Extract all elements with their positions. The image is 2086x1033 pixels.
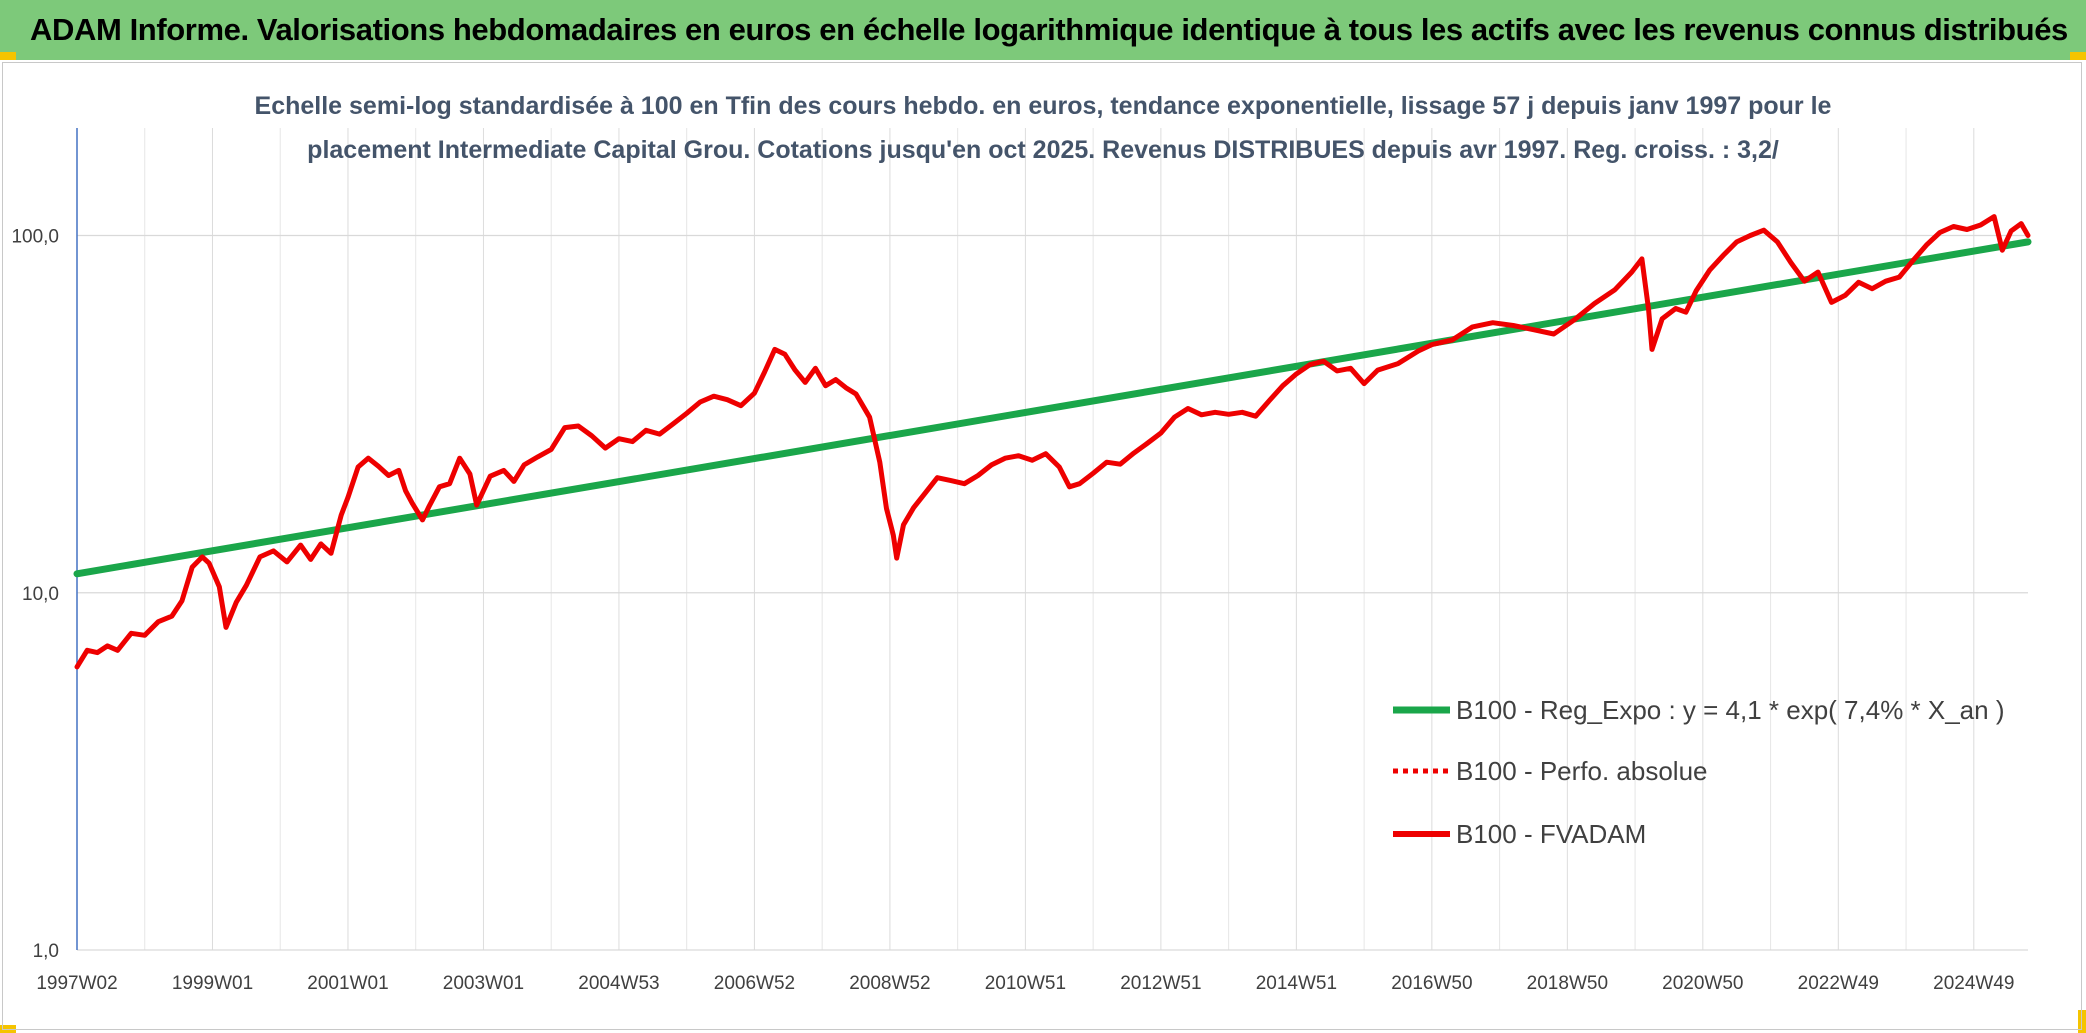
series-line-fvadam [74,214,2031,670]
y-tick-label: 1,0 [33,941,59,962]
legend: B100 - Reg_Expo : y = 4,1 * exp( 7,4% * … [1393,695,2005,849]
series-line-regression [73,238,2032,578]
y-tick-label: 100,0 [11,227,59,248]
chart-subtitle-line-2: placement Intermediate Capital Grou. Cot… [307,136,1779,164]
legend-label-fvadam: B100 - FVADAM [1456,819,1646,849]
x-tick-label: 2012W51 [1120,973,1201,994]
x-tick-label: 2010W51 [985,973,1066,994]
corner-accent-bottom-right [2078,1010,2086,1033]
legend-label-perfo-absolue: B100 - Perfo. absolue [1456,756,1708,786]
x-tick-label: 2001W01 [307,973,388,994]
series-layer [73,214,2032,670]
x-tick-label: 1999W01 [172,973,253,994]
y-axis-ticks: 1,0 10,0 100,0 [11,227,59,962]
gridlines [76,128,2028,951]
legend-label-regression: B100 - Reg_Expo : y = 4,1 * exp( 7,4% * … [1456,695,2005,725]
corner-accent-top-right [2070,52,2086,60]
chart-frame [2,62,2082,1030]
chart-subtitle-line-1: Echelle semi-log standardisée à 100 en T… [255,92,1832,120]
x-tick-label: 2004W53 [578,973,659,994]
y-tick-label: 10,0 [22,584,59,605]
x-tick-label: 2020W50 [1662,973,1743,994]
report-banner: ADAM Informe. Valorisations hebdomadaire… [0,0,2086,60]
x-tick-label: 2014W51 [1256,973,1337,994]
corner-accent-top-left [0,52,16,60]
x-tick-label: 2006W52 [714,973,795,994]
x-tick-label: 2003W01 [443,973,524,994]
x-tick-label: 2024W49 [1933,973,2014,994]
x-tick-label: 2022W49 [1798,973,1879,994]
x-tick-label: 2016W50 [1391,973,1472,994]
x-tick-label: 2018W50 [1527,973,1608,994]
report-title: ADAM Informe. Valorisations hebdomadaire… [30,12,2068,47]
x-tick-label: 2008W52 [849,973,930,994]
x-axis-ticks: 1997W02 1999W01 2001W01 2003W01 2004W53 2006W… [36,973,2014,994]
x-tick-label: 1997W02 [36,973,117,994]
